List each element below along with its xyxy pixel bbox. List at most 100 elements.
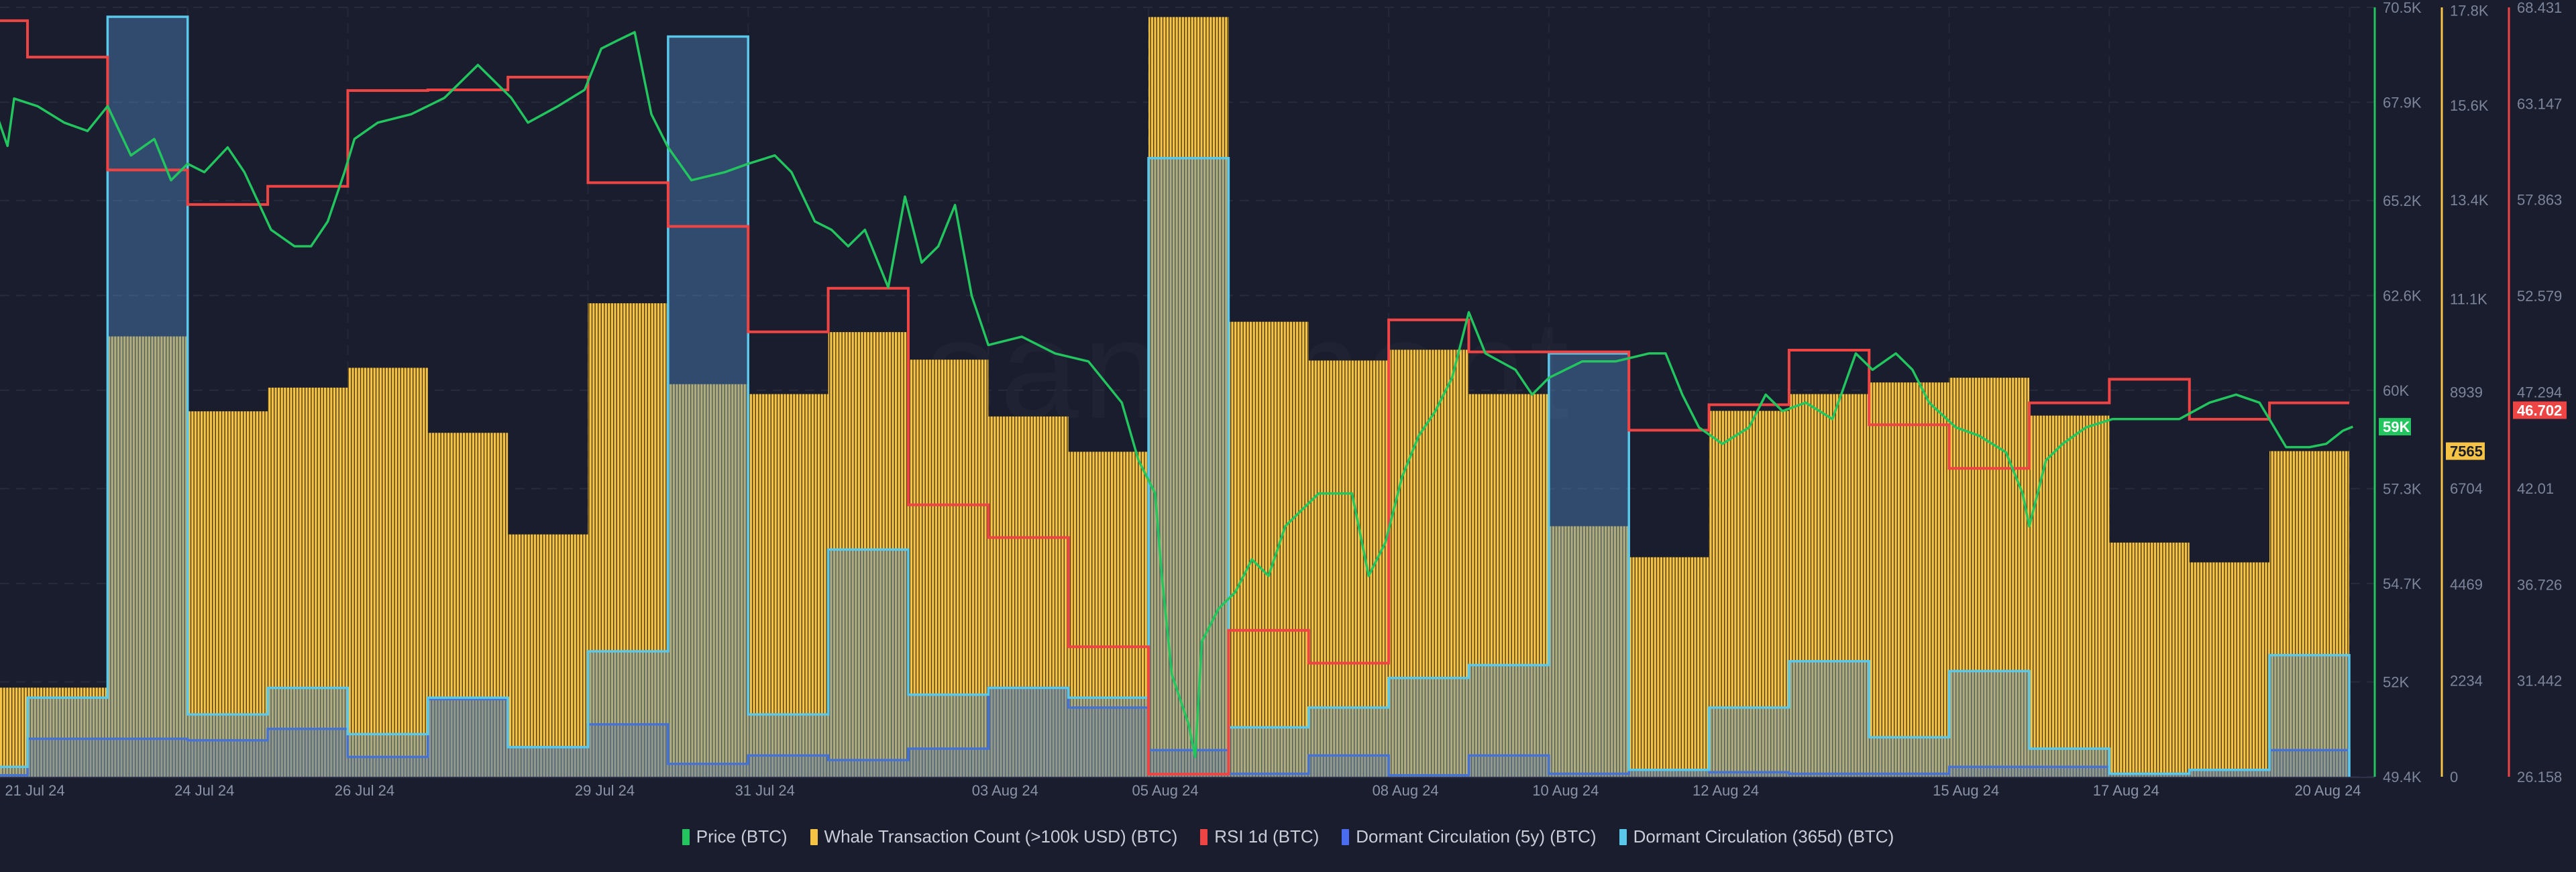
legend-item-dormant-365d[interactable]: Dormant Circulation (365d) (BTC) — [1619, 826, 1894, 847]
dormant-5y-bar — [107, 739, 188, 777]
dormant-365d-bar — [1629, 769, 1709, 777]
dormant-365d-bar — [1949, 671, 2029, 777]
whale-count-bar — [187, 411, 268, 777]
whale-count-bar — [1468, 394, 1549, 777]
whale-current-value-badge — [2446, 442, 2485, 460]
dormant-5y-bar — [2109, 773, 2190, 777]
x-tick-label: 29 Jul 24 — [575, 782, 635, 799]
dormant-365d-bar — [1468, 665, 1549, 777]
whale-count-bar — [1228, 321, 1309, 777]
dormant-5y-bar — [908, 749, 989, 777]
dormant-5y-bar — [187, 740, 268, 777]
dormant-365d-bar — [2189, 769, 2270, 777]
whale-tick-label: 6704 — [2450, 480, 2483, 497]
legend-label: Dormant Circulation (365d) (BTC) — [1633, 826, 1894, 847]
whale-count-bar — [1788, 394, 1870, 777]
whale-count-bar — [1709, 411, 1789, 777]
price-line — [0, 31, 2354, 759]
dormant-365d-outline — [0, 15, 2351, 777]
dormant-5y-bar — [1468, 755, 1549, 777]
dormant-5y-bar — [988, 688, 1069, 777]
combo-chart: 49.4K 52K 54.7K 57.3K 60K 62.6K 65.2K 67.9K 70.5… — [0, 0, 2567, 799]
rsi-line — [0, 19, 2349, 776]
whale-tick-label: 2234 — [2450, 673, 2483, 690]
price-tick-label: 52K — [2383, 674, 2409, 691]
whale-tick-label: 17.8K — [2450, 3, 2489, 19]
dormant-365d-bar — [1788, 661, 1870, 777]
dormant-365d-swatch-icon — [1619, 828, 1627, 845]
dormant-5y-bar — [1788, 773, 1870, 777]
whale-count-bar — [667, 384, 749, 777]
dormant-365d-bar — [2029, 749, 2110, 777]
dormant-365d-bar — [588, 651, 668, 777]
dormant-365d-bar — [1228, 727, 1309, 777]
whale-count-bar — [2189, 562, 2270, 777]
dormant-365d-bar — [268, 688, 348, 777]
legend-label: Whale Transaction Count (>100k USD) (BTC… — [824, 826, 1178, 847]
price-current-value-label: 59K — [2383, 419, 2410, 435]
dormant-365d-bar — [0, 767, 28, 777]
whale-tick-label: 8939 — [2450, 384, 2483, 400]
legend-item-rsi[interactable]: RSI 1d (BTC) — [1200, 826, 1319, 847]
whale-count-bar — [347, 368, 428, 777]
dormant-365d-bar — [1148, 158, 1229, 777]
dormant-365d-bar — [828, 549, 908, 777]
x-tick-label: 08 Aug 24 — [1373, 782, 1439, 799]
dormant-5y-bar — [1148, 750, 1229, 777]
price-current-value-badge — [2379, 418, 2411, 436]
whale-count-bar — [427, 433, 508, 777]
whale-count-bar — [508, 534, 588, 777]
dormant-365d-bar — [2109, 773, 2190, 777]
rsi-tick-label: 36.726 — [2517, 576, 2562, 593]
dormant-5y-bar — [2269, 750, 2349, 777]
rsi-current-value-label: 46.702 — [2517, 402, 2562, 419]
x-tick-label: 21 Jul 24 — [5, 782, 64, 799]
rsi-tick-label: 68.431 — [2517, 0, 2562, 16]
dormant-365d-bar — [508, 747, 588, 777]
dormant-5y-swatch-icon — [1342, 828, 1350, 845]
whale-count-bar — [0, 688, 28, 777]
whale-tick-label: 13.4K — [2450, 192, 2489, 209]
axes: 49.4K 52K 54.7K 57.3K 60K 62.6K 65.2K 67.9K 70.5… — [0, 0, 2567, 799]
price-tick-label: 67.9K — [2383, 94, 2422, 111]
whale-count-bar — [1148, 17, 1229, 777]
dormant-5y-bar — [1869, 773, 1949, 777]
dormant-5y-bar — [347, 757, 428, 777]
whale-swatch-icon — [810, 828, 818, 845]
legend-item-dormant-5y[interactable]: Dormant Circulation (5y) (BTC) — [1342, 826, 1597, 847]
dormant-5y-bar — [268, 728, 348, 777]
whale-tick-label: 15.6K — [2450, 97, 2489, 114]
price-tick-label: 60K — [2383, 382, 2409, 399]
dormant-5y-bar — [588, 724, 668, 777]
legend: Price (BTC) Whale Transaction Count (>10… — [0, 826, 2576, 847]
dormant-5y-bar — [2189, 769, 2270, 777]
whale-count-bar — [1548, 526, 1629, 777]
legend-label: Price (BTC) — [696, 826, 788, 847]
dormant-5y-bar — [1228, 773, 1309, 777]
whale-count-bar — [2269, 451, 2349, 777]
whale-tick-label: 11.1K — [2450, 291, 2487, 308]
x-tick-label: 05 Aug 24 — [1132, 782, 1198, 799]
x-tick-label: 10 Aug 24 — [1532, 782, 1599, 799]
plot-area — [0, 15, 2354, 777]
dormant-365d-bar — [1869, 737, 1949, 777]
rsi-current-value-badge — [2513, 401, 2567, 419]
whale-tick-label: 0 — [2450, 769, 2458, 785]
x-tick-label: 24 Jul 24 — [174, 782, 234, 799]
dormant-365d-bar — [28, 698, 108, 777]
x-tick-label: 31 Jul 24 — [735, 782, 795, 799]
dormant-365d-bar — [187, 714, 268, 777]
dormant-5y-bar — [1949, 767, 2029, 777]
whale-count-bar — [988, 416, 1069, 777]
dormant-365d-bar — [1548, 353, 1629, 777]
dormant-365d-bar — [1308, 707, 1389, 777]
legend-item-price[interactable]: Price (BTC) — [682, 826, 788, 847]
dormant-365d-bar — [2269, 655, 2349, 777]
rsi-tick-label: 26.158 — [2517, 769, 2562, 785]
x-tick-label: 12 Aug 24 — [1693, 782, 1759, 799]
whale-count-bar — [1068, 451, 1149, 777]
legend-item-whale-count[interactable]: Whale Transaction Count (>100k USD) (BTC… — [810, 826, 1178, 847]
rsi-tick-label: 63.147 — [2517, 95, 2562, 112]
dormant-365d-bar — [988, 688, 1069, 777]
dormant-5y-bar — [667, 763, 749, 777]
